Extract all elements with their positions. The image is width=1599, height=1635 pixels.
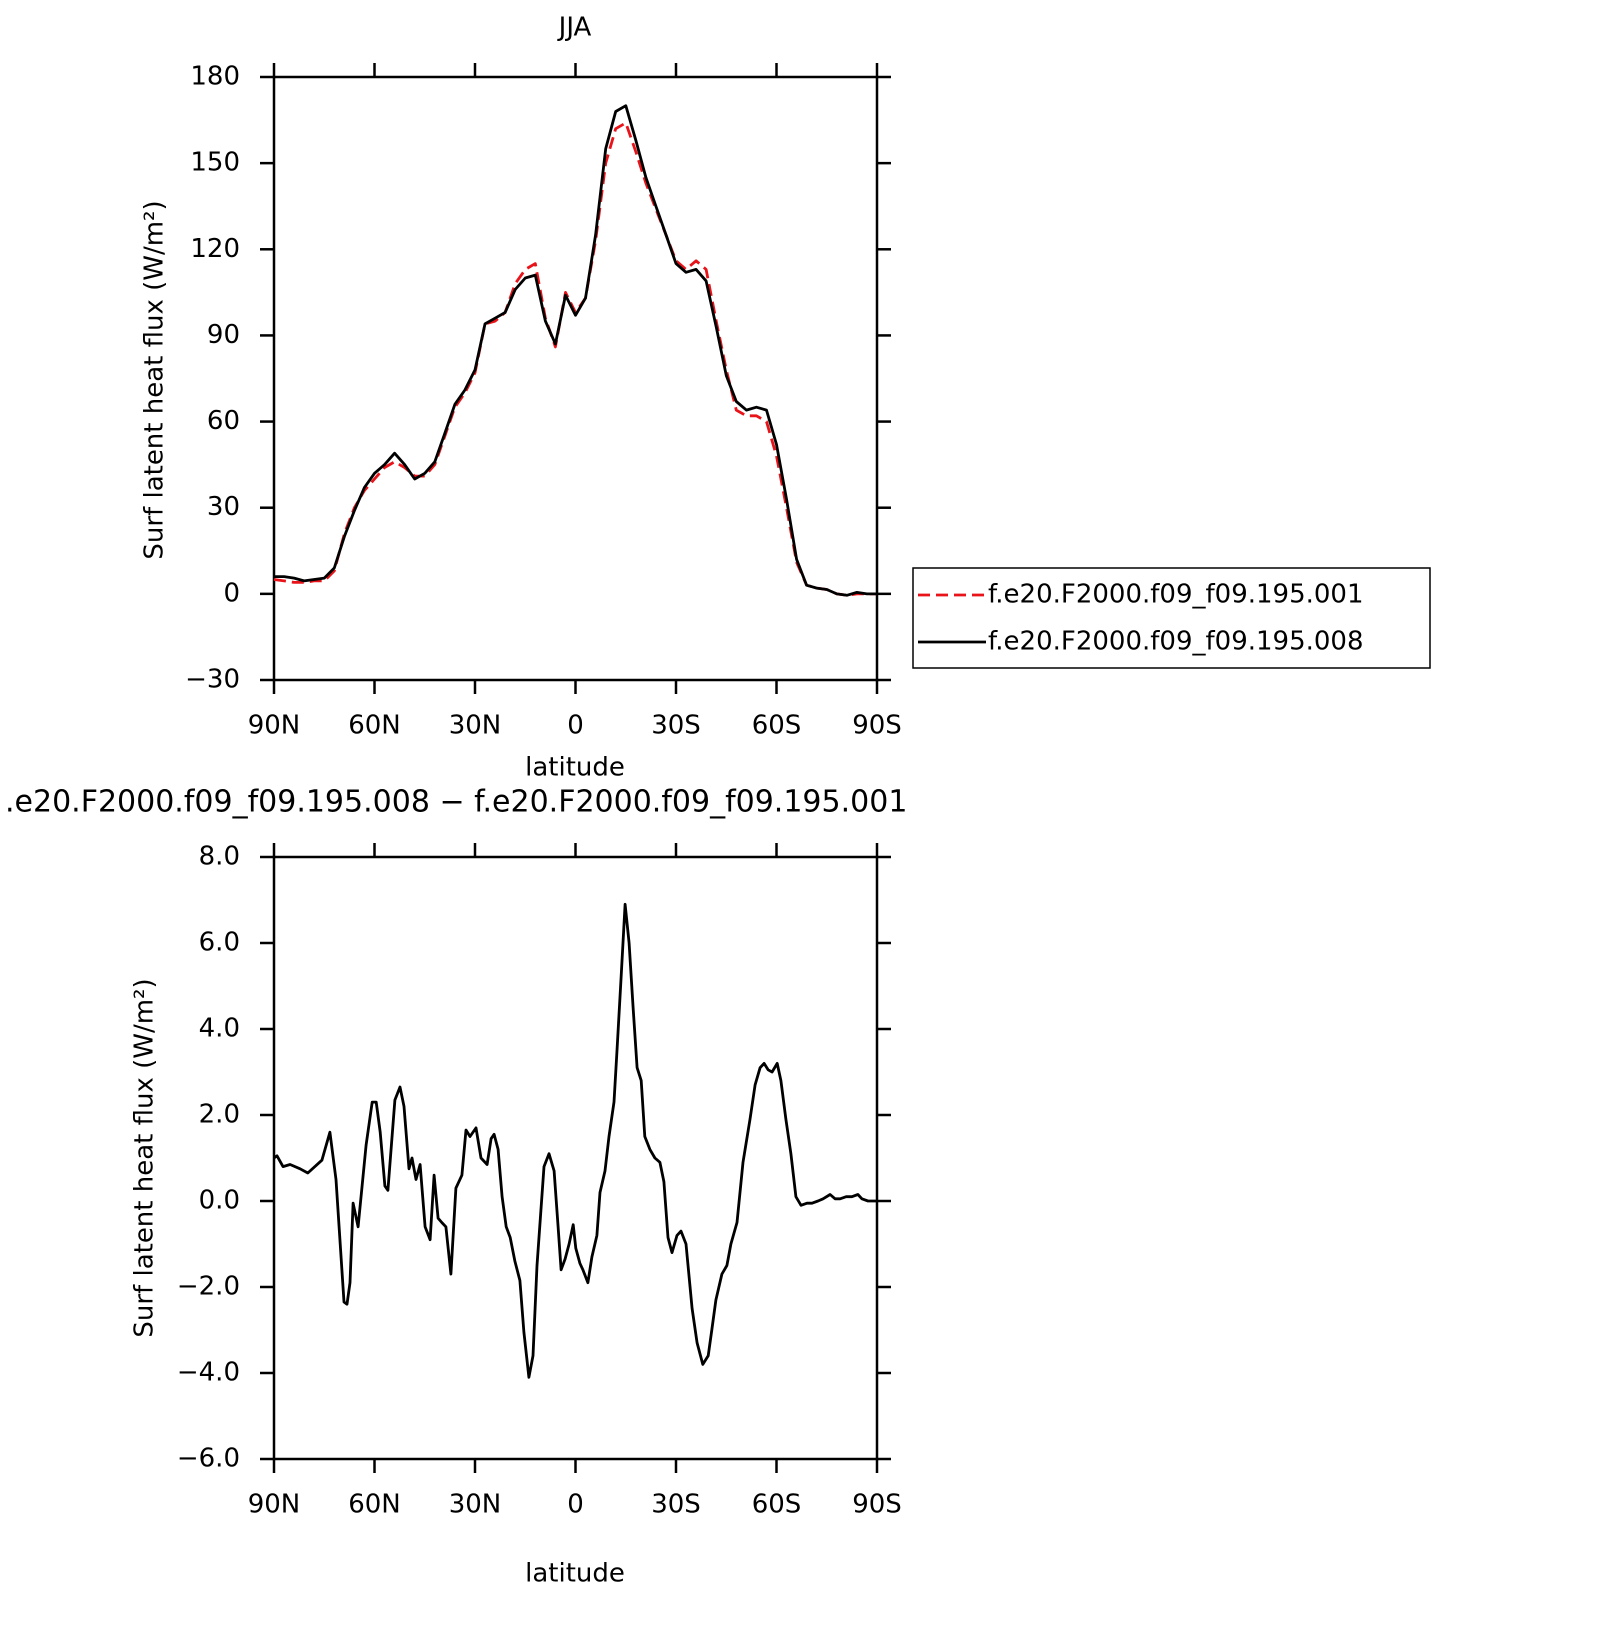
y-tick-label: 30 xyxy=(207,492,240,522)
chart-title: .e20.F2000.f09_f09.195.008 − f.e20.F2000… xyxy=(5,785,907,820)
x-axis-label: latitude xyxy=(525,753,625,783)
y-tick-label: 6.0 xyxy=(199,928,240,958)
chart-title: JJA xyxy=(557,13,592,43)
x-tick-label: 60S xyxy=(752,1490,802,1520)
plot-frame xyxy=(272,75,879,682)
y-tick-label: 60 xyxy=(207,406,240,436)
y-tick-label: 0 xyxy=(223,578,240,608)
x-tick-label: 60S xyxy=(752,711,802,741)
x-tick-label: 0 xyxy=(567,1490,584,1520)
y-tick-label: 120 xyxy=(190,234,240,264)
y-axis-label: Surf latent heat flux (W/m²) xyxy=(140,200,170,559)
x-tick-label: 90N xyxy=(248,711,301,741)
x-tick-label: 60N xyxy=(348,711,401,741)
y-tick-label: 8.0 xyxy=(199,842,240,872)
x-axis-label: latitude xyxy=(525,1559,625,1589)
y-tick-label: 0.0 xyxy=(199,1186,240,1216)
data-line xyxy=(273,121,877,597)
data-line xyxy=(274,104,877,597)
x-tick-label: 30S xyxy=(651,1490,701,1520)
y-tick-label: −2.0 xyxy=(177,1272,240,1302)
legend-box xyxy=(912,567,1431,669)
y-tick-label: 2.0 xyxy=(199,1100,240,1130)
y-tick-label: −4.0 xyxy=(177,1358,240,1388)
x-tick-label: 30N xyxy=(449,711,502,741)
x-tick-label: 90N xyxy=(248,1490,301,1520)
x-tick-label: 30N xyxy=(449,1490,502,1520)
x-tick-label: 90S xyxy=(852,1490,902,1520)
y-tick-label: −30 xyxy=(185,665,240,695)
legend-label: f.e20.F2000.f09_f09.195.008 xyxy=(988,627,1364,657)
x-tick-label: 30S xyxy=(651,711,701,741)
x-tick-label: 90S xyxy=(852,711,902,741)
y-tick-label: 90 xyxy=(207,320,240,350)
legend-label: f.e20.F2000.f09_f09.195.001 xyxy=(988,580,1364,610)
y-tick-label: 180 xyxy=(190,62,240,92)
data-line xyxy=(273,902,877,1379)
x-tick-label: 0 xyxy=(567,711,584,741)
y-axis-label: Surf latent heat flux (W/m²) xyxy=(130,978,160,1337)
y-tick-label: 150 xyxy=(190,148,240,178)
x-tick-label: 60N xyxy=(348,1490,401,1520)
y-tick-label: 4.0 xyxy=(199,1014,240,1044)
y-tick-label: −6.0 xyxy=(177,1444,240,1474)
